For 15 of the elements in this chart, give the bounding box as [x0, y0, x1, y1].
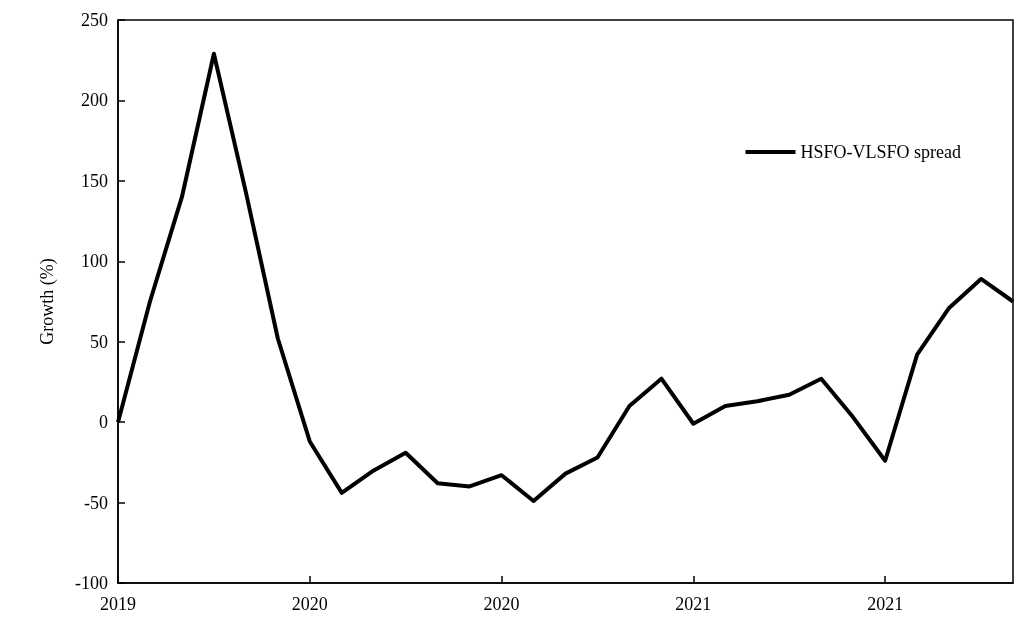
x-tick-label: 2020 — [483, 594, 520, 614]
x-tick-label: 2021 — [867, 594, 904, 614]
y-tick-label: 0 — [99, 412, 108, 433]
x-tick-label: 2019 — [100, 594, 136, 614]
y-tick-label: 50 — [90, 331, 108, 352]
y-tick-label: 150 — [81, 170, 108, 191]
y-tick-label: 100 — [81, 251, 108, 272]
x-tick-label: 2021 — [675, 594, 712, 614]
y-tick-label: 200 — [81, 90, 108, 111]
legend-label: HSFO-VLSFO spread — [800, 142, 962, 162]
x-tick-label: 2020 — [291, 594, 328, 614]
y-axis-title: Growth (%) — [37, 258, 58, 345]
y-tick-label: -100 — [75, 573, 108, 593]
y-tick-label: -50 — [84, 492, 108, 513]
y-tick-label: 250 — [81, 10, 108, 30]
